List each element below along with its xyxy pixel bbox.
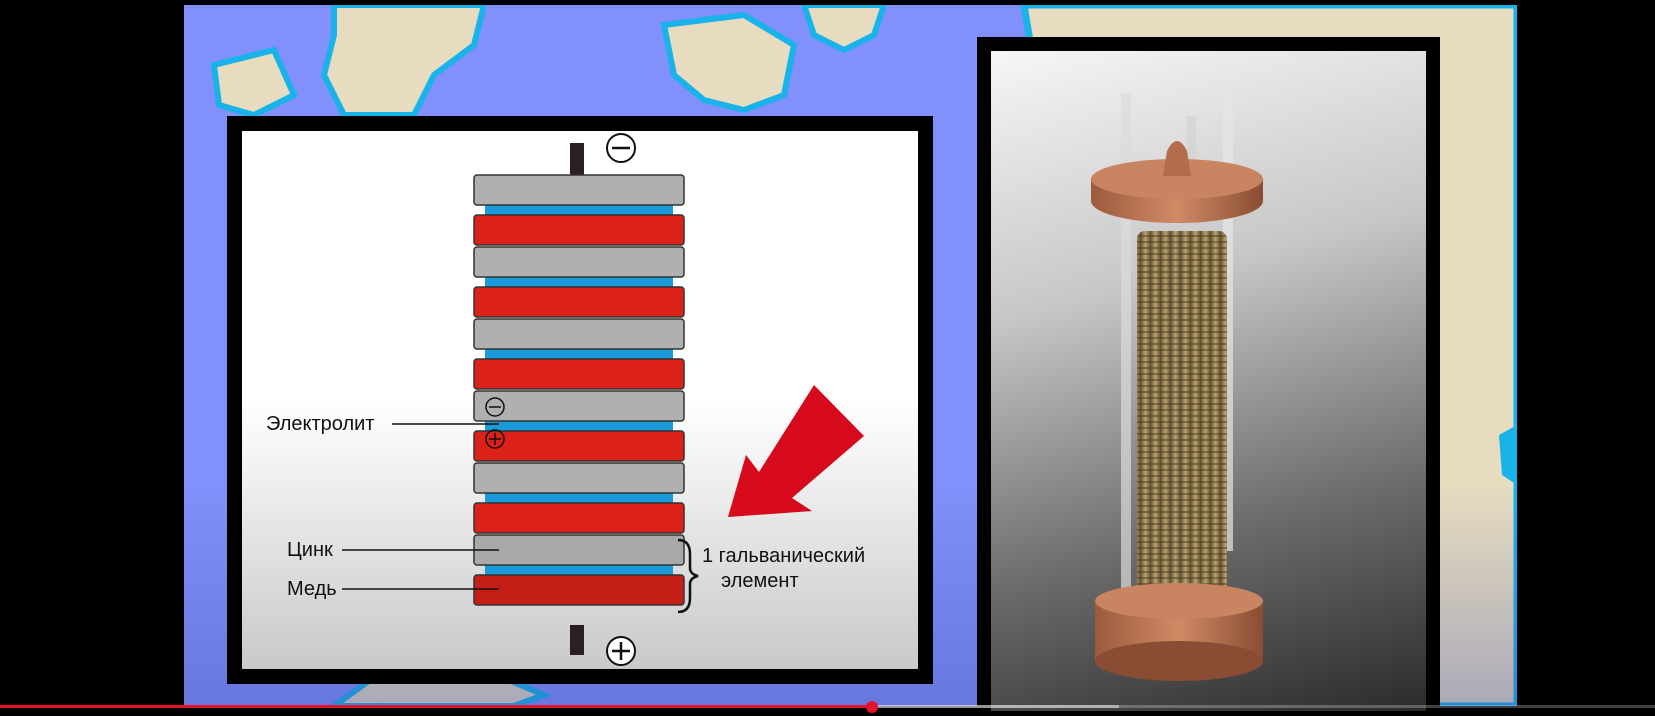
video-progress-bar[interactable] — [0, 701, 1655, 713]
electrolyte-layer — [485, 205, 673, 215]
plate-stack — [473, 174, 685, 606]
electrolyte-layer — [485, 421, 673, 431]
zinc-plate — [473, 174, 685, 206]
map-land-britain — [320, 5, 488, 118]
zinc-plate — [473, 246, 685, 278]
copper-plate — [473, 358, 685, 390]
zinc-plate — [473, 534, 685, 566]
top-terminal-rod — [570, 143, 584, 175]
electrolyte-layer — [485, 565, 673, 575]
zinc-plate — [473, 462, 685, 494]
progress-scrubber-handle[interactable] — [866, 701, 879, 713]
plate-plus-icon — [485, 429, 505, 449]
map-land-ireland — [210, 46, 298, 119]
cell-label-line2: элемент — [721, 570, 799, 592]
base-top — [1095, 583, 1263, 619]
copper-plate — [473, 574, 685, 606]
coin-stack — [1137, 231, 1227, 611]
copper-label: Медь — [287, 578, 337, 600]
zinc-plate — [473, 390, 685, 422]
bottom-terminal-rod — [570, 625, 584, 655]
diagram-canvas: Электролит Цинк Медь 1 гальванический эл… — [242, 131, 918, 669]
zinc-plate — [473, 318, 685, 350]
red-arrow-down-left-icon — [728, 385, 864, 517]
electrolyte-label: Электролит — [266, 413, 374, 435]
zinc-label: Цинк — [287, 539, 333, 561]
glass-rod-left — [1121, 93, 1131, 613]
progress-played — [0, 705, 873, 708]
map-land-scandinavia — [800, 5, 888, 54]
electrolyte-layer — [485, 277, 673, 287]
cell-label-line1: 1 гальванический — [702, 545, 865, 567]
copper-plate — [473, 502, 685, 534]
copper-plate — [473, 286, 685, 318]
electrolyte-layer — [485, 349, 673, 359]
electrolyte-layers — [485, 205, 673, 575]
map-land-denmark — [660, 11, 798, 114]
voltaic-pile-photo-panel — [977, 37, 1440, 711]
top-cap-face — [1091, 159, 1263, 199]
copper-plate — [473, 214, 685, 246]
voltaic-pile-photo — [991, 51, 1426, 711]
voltaic-pile-illustration — [1091, 91, 1263, 681]
voltaic-pile-diagram-panel: Электролит Цинк Медь 1 гальванический эл… — [227, 116, 933, 684]
cell-brace-icon — [677, 538, 699, 614]
plate-minus-icon — [485, 397, 505, 417]
electrolyte-layer — [485, 493, 673, 503]
glass-rod-right — [1223, 91, 1233, 551]
base-bottom — [1095, 641, 1263, 681]
map-land-right-edge — [1499, 425, 1517, 485]
top-knob — [1163, 141, 1191, 176]
copper-plate — [473, 430, 685, 462]
voltaic-pile-diagram: Электролит Цинк Медь 1 гальванический эл… — [266, 133, 865, 666]
